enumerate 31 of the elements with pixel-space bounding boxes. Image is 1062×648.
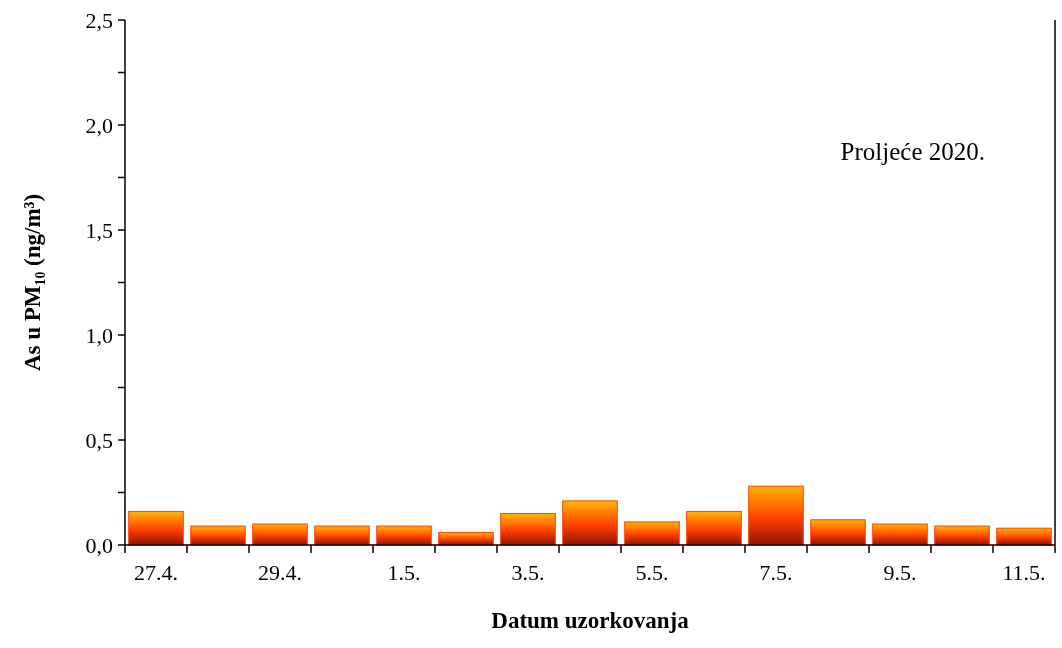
x-tick-label: 29.4. [258, 560, 302, 585]
y-tick-label: 0,5 [85, 427, 113, 453]
bar [996, 527, 1052, 546]
bar [314, 525, 370, 546]
y-tick-label: 2,5 [85, 7, 113, 33]
bar [190, 525, 246, 546]
bar [872, 523, 928, 546]
y-tick-label: 2,0 [85, 112, 113, 138]
x-tick-label: 7.5. [759, 560, 793, 585]
x-axis-title: Datum uzorkovanja [491, 608, 690, 633]
y-tick-label: 1,5 [85, 217, 113, 243]
bar [624, 521, 680, 546]
x-tick-label: 27.4. [134, 560, 178, 585]
annotation: Proljeće 2020. [840, 138, 985, 165]
bar [748, 485, 804, 546]
y-tick-label: 0,0 [85, 532, 113, 558]
bar [252, 523, 308, 546]
bar [686, 510, 742, 546]
x-tick-label: 5.5. [635, 560, 669, 585]
bar [128, 510, 184, 546]
y-axis-title: As u PM₁₀ (ng/m³) [20, 193, 45, 372]
bar [810, 519, 866, 546]
x-tick-label: 3.5. [511, 560, 545, 585]
bar [934, 525, 990, 546]
bar [500, 513, 556, 546]
y-tick-label: 1,0 [85, 322, 113, 348]
bar [376, 525, 432, 546]
x-tick-label: 11.5. [1002, 560, 1046, 585]
x-tick-label: 1.5. [387, 560, 421, 585]
bar [562, 500, 618, 546]
x-tick-label: 9.5. [883, 560, 917, 585]
